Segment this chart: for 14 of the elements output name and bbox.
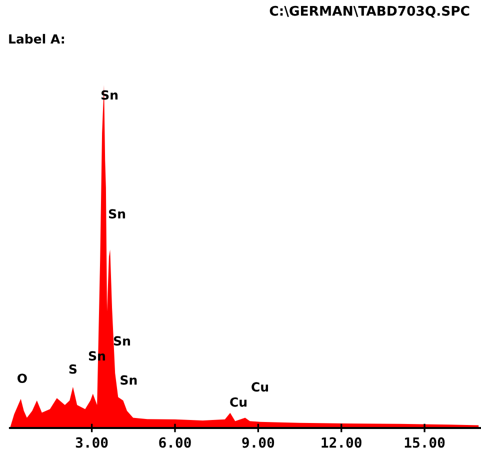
annotation: Sn xyxy=(108,209,126,219)
x-tick-label: 6.00 xyxy=(159,437,191,448)
annotation: Sn xyxy=(120,375,137,385)
annotation: Sn xyxy=(114,336,130,346)
annotation: O xyxy=(18,374,27,384)
chart-title: C:\GERMAN\TABD703Q.SPC xyxy=(270,6,470,18)
x-tick-label: 12.00 xyxy=(322,437,362,448)
x-tick-label: 9.00 xyxy=(242,437,274,448)
chart-subtitle: Label A: xyxy=(9,34,64,44)
annotation: Cu xyxy=(252,382,268,392)
x-tick-label: 3.00 xyxy=(76,437,108,448)
x-tick-label: 15.00 xyxy=(404,437,445,448)
annotation: S xyxy=(69,364,77,374)
annotation: Cu xyxy=(230,397,246,407)
